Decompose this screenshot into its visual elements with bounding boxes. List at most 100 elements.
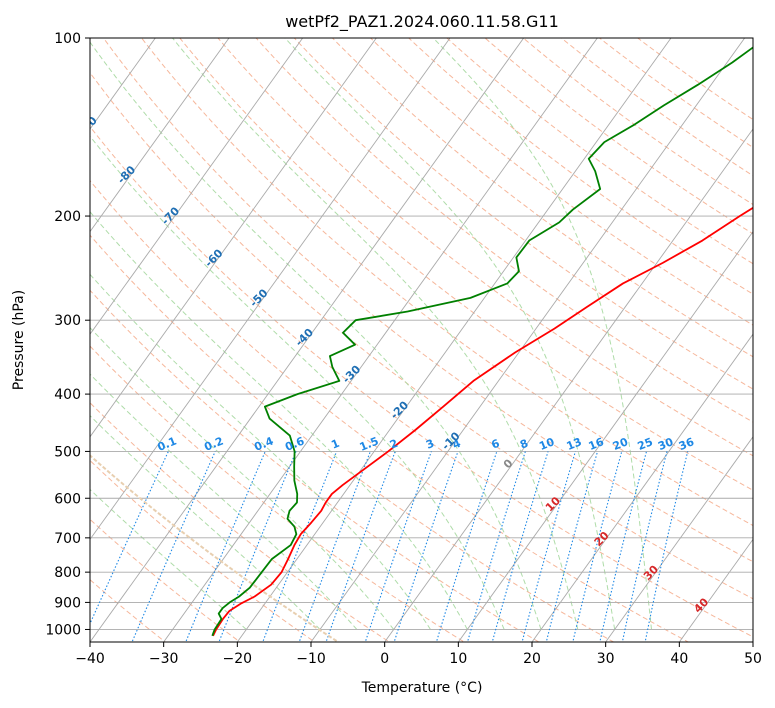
temperature-line — [212, 206, 753, 637]
y-tick-label: 300 — [54, 313, 81, 329]
mixing-ratio-line — [521, 451, 576, 642]
dry-adiabat-line — [446, 38, 753, 265]
mixing-ratio-line — [599, 451, 648, 642]
isotherm-label: -20 — [388, 398, 411, 421]
isotherm-line — [90, 38, 525, 642]
mixing-ratio-label: 0.6 — [283, 434, 306, 453]
dry-adiabat-line — [141, 38, 753, 527]
mixing-ratio-label: 8 — [518, 437, 530, 452]
isotherm-label: 20 — [592, 529, 612, 549]
dry-adiabat-line — [90, 402, 391, 642]
mixing-ratio-line — [298, 451, 371, 642]
mixing-ratio-line — [491, 451, 549, 642]
mixing-ratio-line — [435, 451, 498, 642]
y-axis: 100 200 300 400 500 600 700 800 900 1000 — [45, 31, 90, 638]
isotherm-label: -90 — [77, 114, 100, 137]
dry-adiabat-line — [90, 125, 753, 638]
mixing-ratio-line — [262, 451, 338, 642]
y-tick-label: 200 — [54, 209, 81, 225]
isotherm-line — [236, 38, 672, 642]
mixing-ratio-label: 36 — [677, 435, 696, 453]
mixing-ratio-label: 1.5 — [358, 434, 381, 453]
isotherm-line — [310, 38, 746, 642]
moist-adiabat-line — [432, 38, 652, 630]
mixing-ratio-label: 1 — [329, 437, 341, 452]
chart-title: wetPf2_PAZ1.2024.060.11.58.G11 — [285, 12, 559, 32]
x-tick-label: 20 — [523, 651, 541, 667]
dry-adiabat-line — [522, 38, 753, 206]
y-tick-label: 100 — [54, 31, 81, 47]
isotherm-line — [90, 38, 304, 335]
y-tick-label: 600 — [54, 491, 81, 507]
moist-adiabat-line — [90, 414, 321, 630]
x-tick-label: 0 — [380, 651, 389, 667]
mixing-ratio-label: 20 — [611, 435, 630, 453]
y-tick-label: 700 — [54, 531, 81, 547]
mixing-ratio-label: 30 — [656, 435, 675, 453]
dry-adiabat-line — [598, 38, 753, 148]
dry-adiabat-line — [90, 234, 615, 642]
y-axis-title: Pressure (hPa) — [11, 290, 27, 390]
dry-adiabat-line — [90, 459, 316, 642]
x-tick-label: 30 — [597, 651, 615, 667]
isotherm-line — [531, 333, 753, 642]
isotherm-line — [678, 538, 753, 642]
isotherm-label: -50 — [247, 286, 270, 309]
mixing-ratio-label: 0.1 — [156, 435, 179, 454]
mixing-ratio-line — [218, 451, 297, 642]
isotherm-line — [605, 436, 753, 642]
dry-adiabat-line — [331, 38, 753, 358]
moist-adiabat-line — [284, 38, 616, 630]
dry-adiabat-line — [484, 38, 753, 235]
y-tick-label: 800 — [54, 565, 81, 581]
dry-adiabat-line — [179, 38, 753, 491]
mixing-ratio-label: 10 — [537, 435, 556, 453]
isotherm-line — [90, 38, 230, 233]
series-layer — [211, 46, 753, 637]
mixing-ratio-line — [644, 451, 689, 642]
reference-curve — [90, 454, 340, 642]
isotherm-line — [752, 641, 753, 642]
mixing-ratio-label: 3 — [424, 437, 436, 452]
dry-adiabat-line — [90, 179, 690, 642]
isotherm-label: -40 — [293, 326, 316, 349]
dry-adiabat-line — [255, 38, 753, 423]
dry-adiabat-line — [102, 38, 753, 563]
isotherm-line — [457, 230, 753, 642]
isotherm-line — [90, 38, 377, 438]
moist-adiabat-line — [90, 273, 431, 630]
dewpoint-line — [211, 46, 753, 637]
dry-adiabat-line — [90, 518, 241, 642]
isotherm-label: -70 — [159, 204, 182, 227]
x-tick-label: 40 — [670, 651, 688, 667]
mixing-ratio-line — [364, 451, 432, 642]
x-tick-label: −20 — [223, 651, 253, 667]
y-tick-label: 1000 — [45, 622, 81, 638]
x-tick-label: −10 — [296, 651, 326, 667]
y-tick-label: 900 — [54, 595, 81, 611]
mixing-ratio-line — [466, 451, 526, 642]
dry-adiabat-line — [90, 345, 466, 642]
isotherm-label: -100 — [44, 50, 73, 79]
mixing-ratio-label: 0.2 — [202, 434, 225, 453]
x-tick-label: −30 — [149, 651, 179, 667]
x-tick-label: 10 — [449, 651, 467, 667]
dry-adiabat-line — [90, 71, 753, 600]
dry-adiabat-line — [369, 38, 753, 326]
moist-adiabat-line — [90, 41, 542, 630]
plot-frame — [89, 37, 754, 643]
mixing-ratio-line — [185, 451, 266, 642]
mixing-ratio-label: 2 — [388, 437, 400, 452]
isotherm-label: 0 — [501, 456, 516, 471]
isotherm-line — [163, 38, 598, 642]
dry-adiabat-line — [293, 38, 753, 390]
moist-adiabat-line — [90, 488, 247, 630]
isotherm-line — [90, 38, 451, 541]
dry-adiabat-line — [217, 38, 753, 457]
y-tick-label: 500 — [54, 444, 81, 460]
dry-adiabat-line — [408, 38, 753, 295]
moist-adiabat-line — [172, 38, 579, 630]
mixing-ratio-label: 16 — [587, 435, 606, 453]
grid-layer — [90, 38, 753, 642]
